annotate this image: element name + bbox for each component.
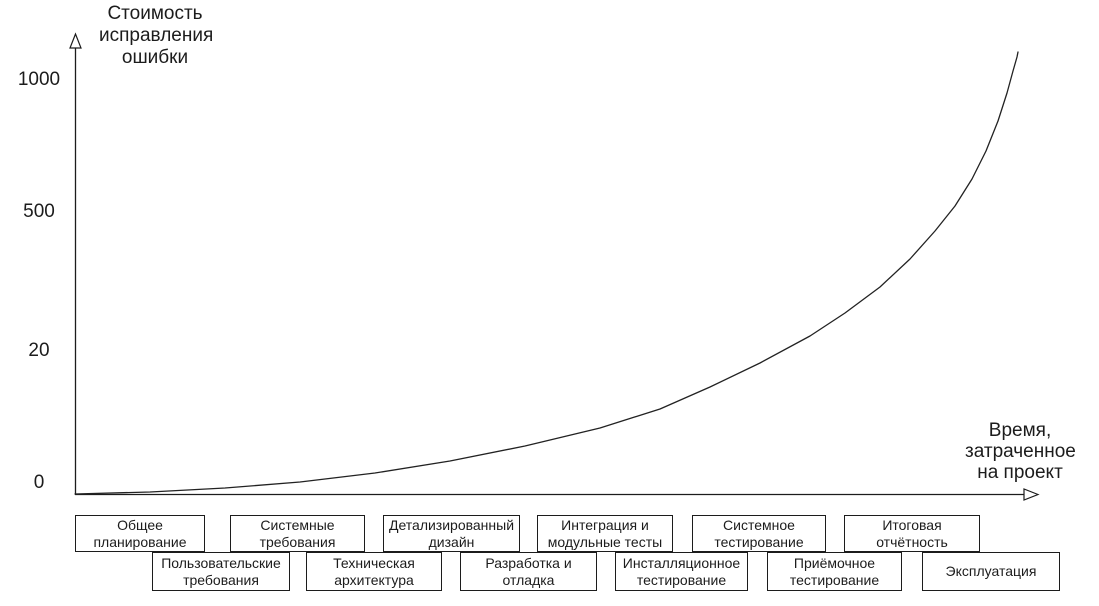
- y-tick-1000: 1000: [17, 69, 61, 90]
- y-axis-title: Стоимость исправления ошибки: [99, 3, 214, 68]
- y-tick-20: 20: [28, 340, 50, 361]
- phase-detailed-design: Детализированный дизайн: [383, 515, 520, 552]
- phase-system-requirements: Системные требования: [230, 515, 365, 552]
- phase-technical-architecture: Техническая архитектура: [306, 552, 442, 591]
- cost-curve: [74, 51, 1019, 495]
- phase-system-testing: Системное тестирование: [692, 515, 826, 552]
- phase-installation-testing: Инсталляционное тестирование: [615, 552, 748, 591]
- phase-final-reporting: Итоговая отчётность: [844, 515, 980, 552]
- phase-integration-module-tests: Интеграция и модульные тесты: [537, 515, 673, 552]
- y-tick-500: 500: [23, 201, 55, 222]
- phase-operation: Эксплуатация: [922, 552, 1060, 591]
- y-tick-0: 0: [33, 472, 45, 493]
- phase-general-planning: Общее планирование: [75, 515, 205, 552]
- y-axis-arrow-icon: [69, 32, 82, 49]
- phase-acceptance-testing: Приёмочное тестирование: [767, 552, 902, 591]
- phase-user-requirements: Пользовательские требования: [152, 552, 290, 591]
- phase-development-debugging: Разработка и отладка: [460, 552, 597, 591]
- x-axis-arrow-icon: [1023, 488, 1040, 501]
- x-axis-title: Время, затраченное на проект: [965, 420, 1076, 483]
